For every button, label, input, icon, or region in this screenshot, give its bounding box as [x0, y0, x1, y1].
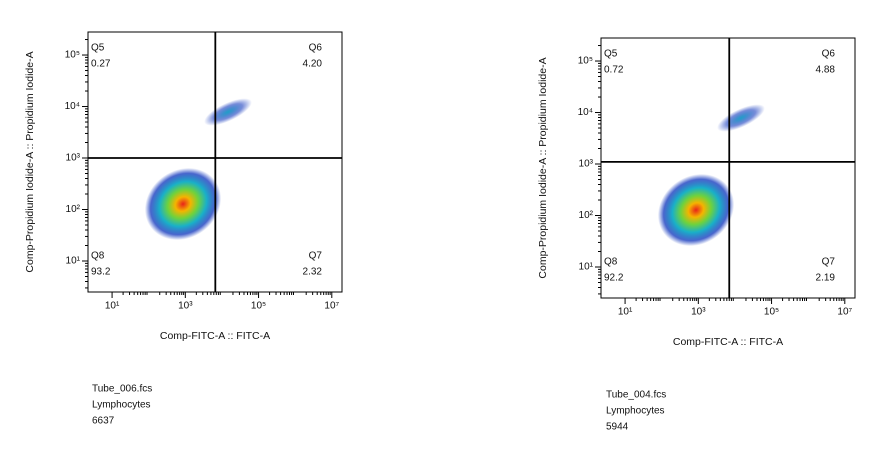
quadrant-percent: 0.72: [604, 65, 624, 76]
density-tail: [717, 104, 765, 132]
y-tick-label: 10³: [579, 159, 594, 170]
y-tick-label: 10¹: [579, 262, 594, 273]
sample-population: Lymphocytes: [606, 406, 665, 417]
quadrant-percent: 92.2: [604, 273, 624, 284]
x-tick-label: 10⁵: [764, 307, 779, 318]
x-tick-label: 10³: [178, 301, 193, 312]
y-tick-label: 10³: [66, 153, 81, 164]
sample-file: Tube_006.fcs: [92, 384, 152, 395]
sample-population: Lymphocytes: [92, 400, 151, 411]
y-tick-label: 10⁴: [578, 107, 593, 118]
y-tick-label: 10²: [66, 204, 81, 215]
quadrant-name: Q5: [604, 49, 618, 60]
density-cloud: [144, 167, 222, 241]
quadrant-name: Q8: [604, 257, 618, 268]
sample-count: 5944: [606, 422, 629, 433]
y-tick-label: 10⁴: [65, 101, 80, 112]
x-tick-label: 10⁷: [837, 307, 852, 318]
x-axis-title: Comp-FITC-A :: FITC-A: [160, 330, 270, 342]
quadrant-name: Q5: [91, 43, 105, 54]
y-tick-label: 10²: [579, 210, 594, 221]
sample-file: Tube_004.fcs: [606, 390, 666, 401]
density-tail: [204, 98, 252, 126]
quadrant-percent: 2.19: [816, 273, 836, 284]
quadrant-name: Q6: [309, 43, 323, 54]
x-tick-label: 10¹: [105, 301, 120, 312]
quadrant-percent: 0.27: [91, 59, 111, 70]
density-cloud: [657, 173, 735, 247]
quadrant-name: Q6: [822, 49, 836, 60]
x-axis-title: Comp-FITC-A :: FITC-A: [673, 336, 783, 348]
quadrant-percent: 4.20: [303, 59, 323, 70]
x-tick-label: 10⁷: [324, 301, 339, 312]
y-tick-label: 10⁵: [578, 56, 593, 67]
y-axis-title: Comp-Propidium Iodide-A :: Propidium Iod…: [537, 57, 549, 278]
quadrant-percent: 93.2: [91, 267, 111, 278]
y-axis-title: Comp-Propidium Iodide-A :: Propidium Iod…: [24, 51, 36, 272]
quadrant-name: Q8: [91, 251, 105, 262]
x-tick-label: 10¹: [618, 307, 633, 318]
quadrant-name: Q7: [822, 257, 836, 268]
y-tick-label: 10¹: [66, 256, 81, 267]
y-tick-label: 10⁵: [65, 50, 80, 61]
x-tick-label: 10³: [691, 307, 706, 318]
plot-frame: [600, 37, 856, 299]
quadrant-percent: 2.32: [303, 267, 323, 278]
x-tick-label: 10⁵: [251, 301, 266, 312]
sample-count: 6637: [92, 416, 115, 427]
quadrant-name: Q7: [309, 251, 323, 262]
quadrant-percent: 4.88: [816, 65, 836, 76]
